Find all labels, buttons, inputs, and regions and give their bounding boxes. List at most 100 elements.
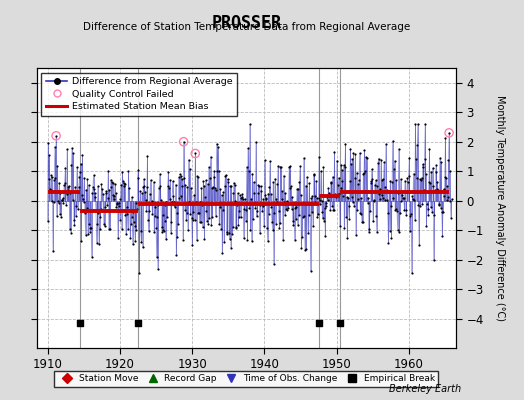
Point xyxy=(428,165,436,171)
Point xyxy=(76,320,84,326)
Point xyxy=(195,209,203,216)
Point xyxy=(102,190,110,197)
Point xyxy=(233,202,241,208)
Point xyxy=(341,164,349,170)
Point xyxy=(272,196,280,203)
Point xyxy=(89,184,97,190)
Point xyxy=(369,218,377,225)
Point xyxy=(394,190,402,197)
Point xyxy=(206,175,214,181)
Point xyxy=(325,193,334,199)
Point xyxy=(253,213,261,220)
Point xyxy=(157,224,166,230)
Point xyxy=(238,194,246,200)
Point xyxy=(170,199,179,205)
Point xyxy=(355,150,364,156)
Point xyxy=(228,224,237,230)
Point xyxy=(179,236,187,243)
Point xyxy=(75,174,84,180)
Point xyxy=(255,183,263,189)
Point xyxy=(366,207,374,214)
Point xyxy=(285,204,293,211)
Point xyxy=(112,190,120,196)
Point xyxy=(314,211,322,218)
Point xyxy=(376,196,385,202)
Point xyxy=(383,187,391,193)
Point xyxy=(193,173,201,180)
Point xyxy=(423,201,431,207)
Point xyxy=(354,180,363,187)
Point xyxy=(48,174,56,180)
Point xyxy=(47,186,55,193)
Point xyxy=(407,210,416,217)
Point xyxy=(299,214,308,220)
Point xyxy=(388,138,397,144)
Point xyxy=(231,182,239,188)
Point xyxy=(414,201,423,208)
Point xyxy=(173,210,182,216)
Point xyxy=(433,178,442,185)
Point xyxy=(401,206,410,213)
Point xyxy=(151,204,160,210)
Point xyxy=(441,134,450,141)
Point xyxy=(245,205,254,212)
Point xyxy=(383,197,391,204)
Point xyxy=(340,225,348,232)
Point xyxy=(51,175,60,181)
Point xyxy=(103,202,111,208)
Point xyxy=(298,200,307,206)
Point xyxy=(377,157,385,164)
Point xyxy=(82,187,90,193)
Point xyxy=(391,206,399,213)
Point xyxy=(118,168,126,175)
Point xyxy=(74,188,82,195)
Point xyxy=(173,234,181,240)
Point xyxy=(231,198,239,204)
Point xyxy=(108,179,116,185)
Point xyxy=(177,173,185,180)
Point xyxy=(423,206,432,212)
Point xyxy=(433,185,441,192)
Point xyxy=(412,156,420,162)
Point xyxy=(261,195,270,202)
Point xyxy=(70,217,78,224)
Point xyxy=(381,184,389,190)
Point xyxy=(424,179,433,186)
Point xyxy=(109,192,117,199)
Point xyxy=(411,121,420,127)
Point xyxy=(135,200,143,207)
Point xyxy=(409,170,418,177)
Point xyxy=(350,202,358,209)
Point xyxy=(214,144,222,150)
Point xyxy=(270,209,279,216)
Point xyxy=(309,223,317,229)
Point xyxy=(213,168,222,174)
Point xyxy=(301,246,309,253)
Point xyxy=(444,194,452,200)
Point xyxy=(64,184,72,190)
Point xyxy=(46,186,54,192)
Point xyxy=(263,225,271,231)
Point xyxy=(336,185,345,192)
Point xyxy=(193,174,202,180)
Point xyxy=(130,218,138,225)
Point xyxy=(181,182,190,188)
Point xyxy=(424,212,432,218)
Point xyxy=(83,204,91,211)
Point xyxy=(258,203,267,210)
Point xyxy=(254,190,262,197)
Point xyxy=(404,179,412,185)
Point xyxy=(304,212,313,218)
Point xyxy=(102,188,111,194)
Point xyxy=(370,182,379,188)
Point xyxy=(85,221,93,228)
Point xyxy=(380,197,389,203)
Point xyxy=(90,186,99,192)
Point xyxy=(56,211,64,218)
Point xyxy=(159,212,167,218)
Point xyxy=(240,206,248,212)
Point xyxy=(81,232,90,238)
Point xyxy=(296,179,304,186)
Point xyxy=(413,121,422,127)
Point xyxy=(138,190,146,196)
